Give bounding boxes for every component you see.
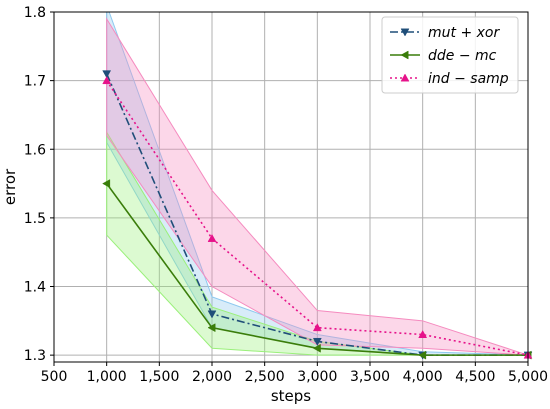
y-axis-ticks: 1.3 1.4 1.5 1.6 1.7 1.8 xyxy=(24,5,54,364)
legend-label: ind − samp xyxy=(428,71,509,87)
series-markers xyxy=(102,70,533,360)
legend-marker xyxy=(400,28,410,37)
data-point xyxy=(102,76,112,85)
x-axis-ticks: 500 1,000 1,500 2,000 2,500 3,000 3,500 4,000 4,… xyxy=(41,362,548,385)
x-tick-label: 2,500 xyxy=(245,369,285,385)
legend-marker xyxy=(400,50,409,60)
data-point xyxy=(207,323,216,333)
x-tick-label: 1,000 xyxy=(87,369,127,385)
x-tick-label: 500 xyxy=(41,369,68,385)
legend-box xyxy=(381,16,519,94)
data-point xyxy=(418,330,428,338)
y-axis-label: error xyxy=(1,168,19,205)
legend: mut + xor dde − mc ind − samp xyxy=(381,16,519,94)
y-tick-label: 1.5 xyxy=(24,211,46,227)
x-tick-label: 4,000 xyxy=(403,369,443,385)
y-tick-label: 1.6 xyxy=(24,142,46,158)
x-tick-label: 4,500 xyxy=(455,369,495,385)
y-tick-label: 1.8 xyxy=(24,5,46,21)
plot-frame xyxy=(53,11,529,363)
legend-label: mut + xor xyxy=(428,25,500,41)
data-point xyxy=(207,233,217,242)
x-tick-label: 1,500 xyxy=(139,369,179,385)
x-tick-label: 5,000 xyxy=(508,369,548,385)
legend-marker xyxy=(400,73,410,82)
legend-label: dde − mc xyxy=(428,48,497,64)
data-point xyxy=(207,310,217,319)
data-point xyxy=(312,323,322,332)
x-axis-label: steps xyxy=(271,387,311,405)
y-tick-label: 1.7 xyxy=(24,74,46,90)
data-point xyxy=(418,350,427,360)
data-point xyxy=(102,179,111,188)
y-tick-label: 1.3 xyxy=(24,348,46,364)
y-tick-label: 1.4 xyxy=(24,280,46,296)
x-tick-label: 2,000 xyxy=(192,369,232,385)
data-point xyxy=(312,343,321,353)
series-band xyxy=(106,17,528,356)
x-tick-label: 3,500 xyxy=(350,369,390,385)
x-tick-label: 3,000 xyxy=(297,369,337,385)
data-point xyxy=(102,70,112,79)
data-point xyxy=(312,337,322,346)
series-line xyxy=(106,80,528,356)
